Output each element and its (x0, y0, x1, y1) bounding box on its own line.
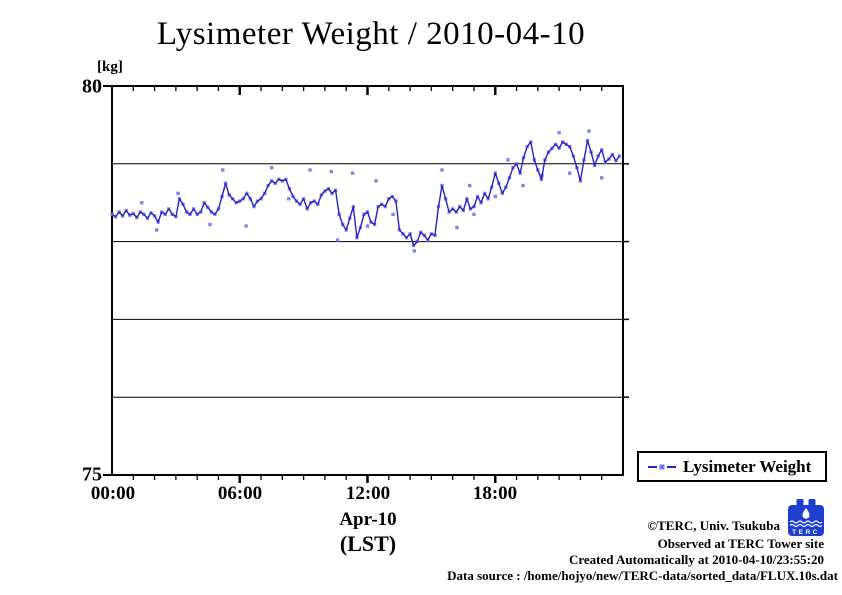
y-tick-75: 75 (82, 463, 102, 486)
y-axis-unit-label: [kg] (97, 59, 123, 75)
x-axis-timezone-label: (LST) (339, 531, 397, 556)
water-droplet-icon (802, 508, 810, 519)
y-tick-80: 80 (82, 75, 102, 98)
terc-logo-text: TERC (792, 529, 820, 536)
wave-icon (789, 523, 823, 528)
footer-credit: ©TERC, Univ. Tsukuba (647, 518, 780, 533)
x-tick-1200: 12:00 (345, 483, 391, 504)
terc-logo: TERC (788, 499, 824, 536)
terc-logo-body (788, 505, 824, 536)
x-axis-date-label: Apr-10 (339, 509, 397, 530)
x-tick-0600: 06:00 (217, 483, 263, 504)
x-tick-0000: 00:00 (90, 483, 136, 504)
footer-data-source: Data source : /home/hojyo/new/TERC-data/… (447, 568, 838, 583)
x-tick-1800: 18:00 (472, 483, 518, 504)
wave-icon (789, 520, 823, 524)
footer-observed: Observed at TERC Tower site (657, 536, 824, 551)
legend-line-sample (648, 464, 676, 469)
footer-created: Created Automatically at 2010-04-10/23:5… (568, 552, 824, 567)
legend-label: Lysimeter Weight (683, 456, 812, 476)
legend: Lysimeter Weight (637, 451, 827, 482)
chart-title: Lysimeter Weight / 2010-04-10 (156, 16, 586, 52)
